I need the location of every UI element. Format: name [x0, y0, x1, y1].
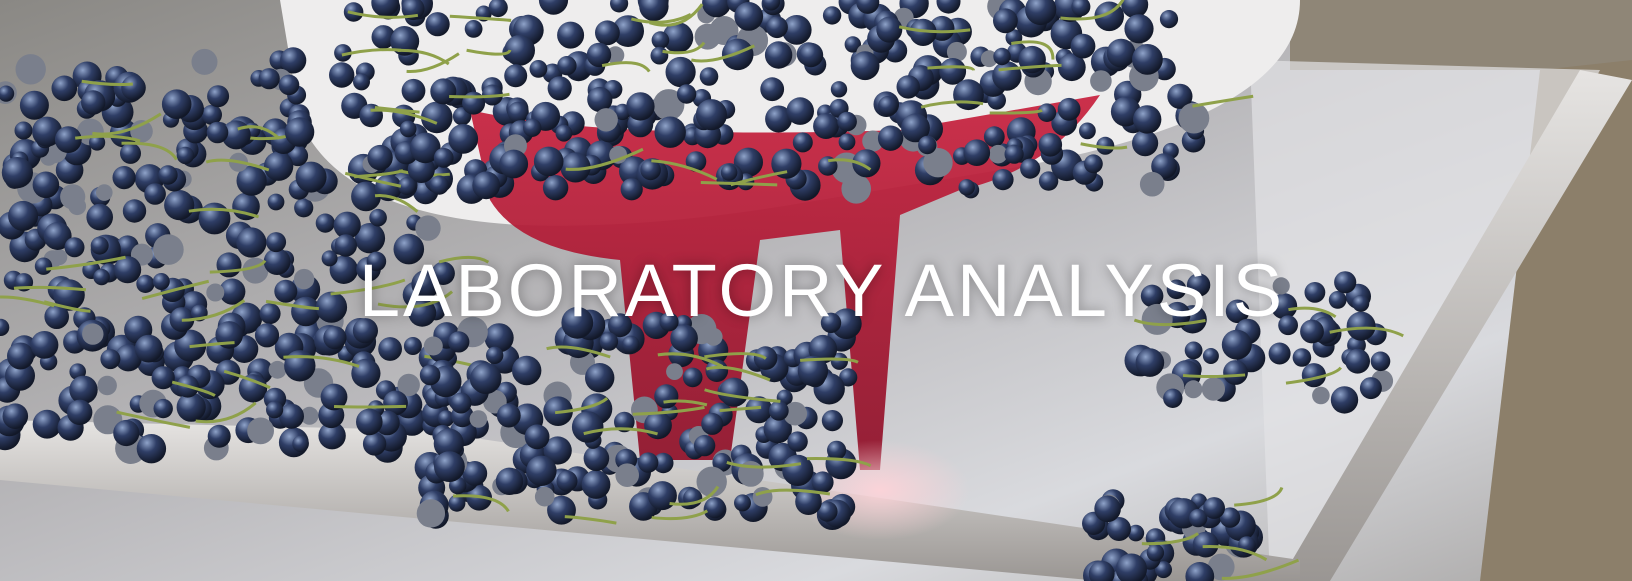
- hero-banner: LABORATORY ANALYSIS: [0, 0, 1632, 581]
- banner-title: LABORATORY ANALYSIS: [0, 0, 1632, 581]
